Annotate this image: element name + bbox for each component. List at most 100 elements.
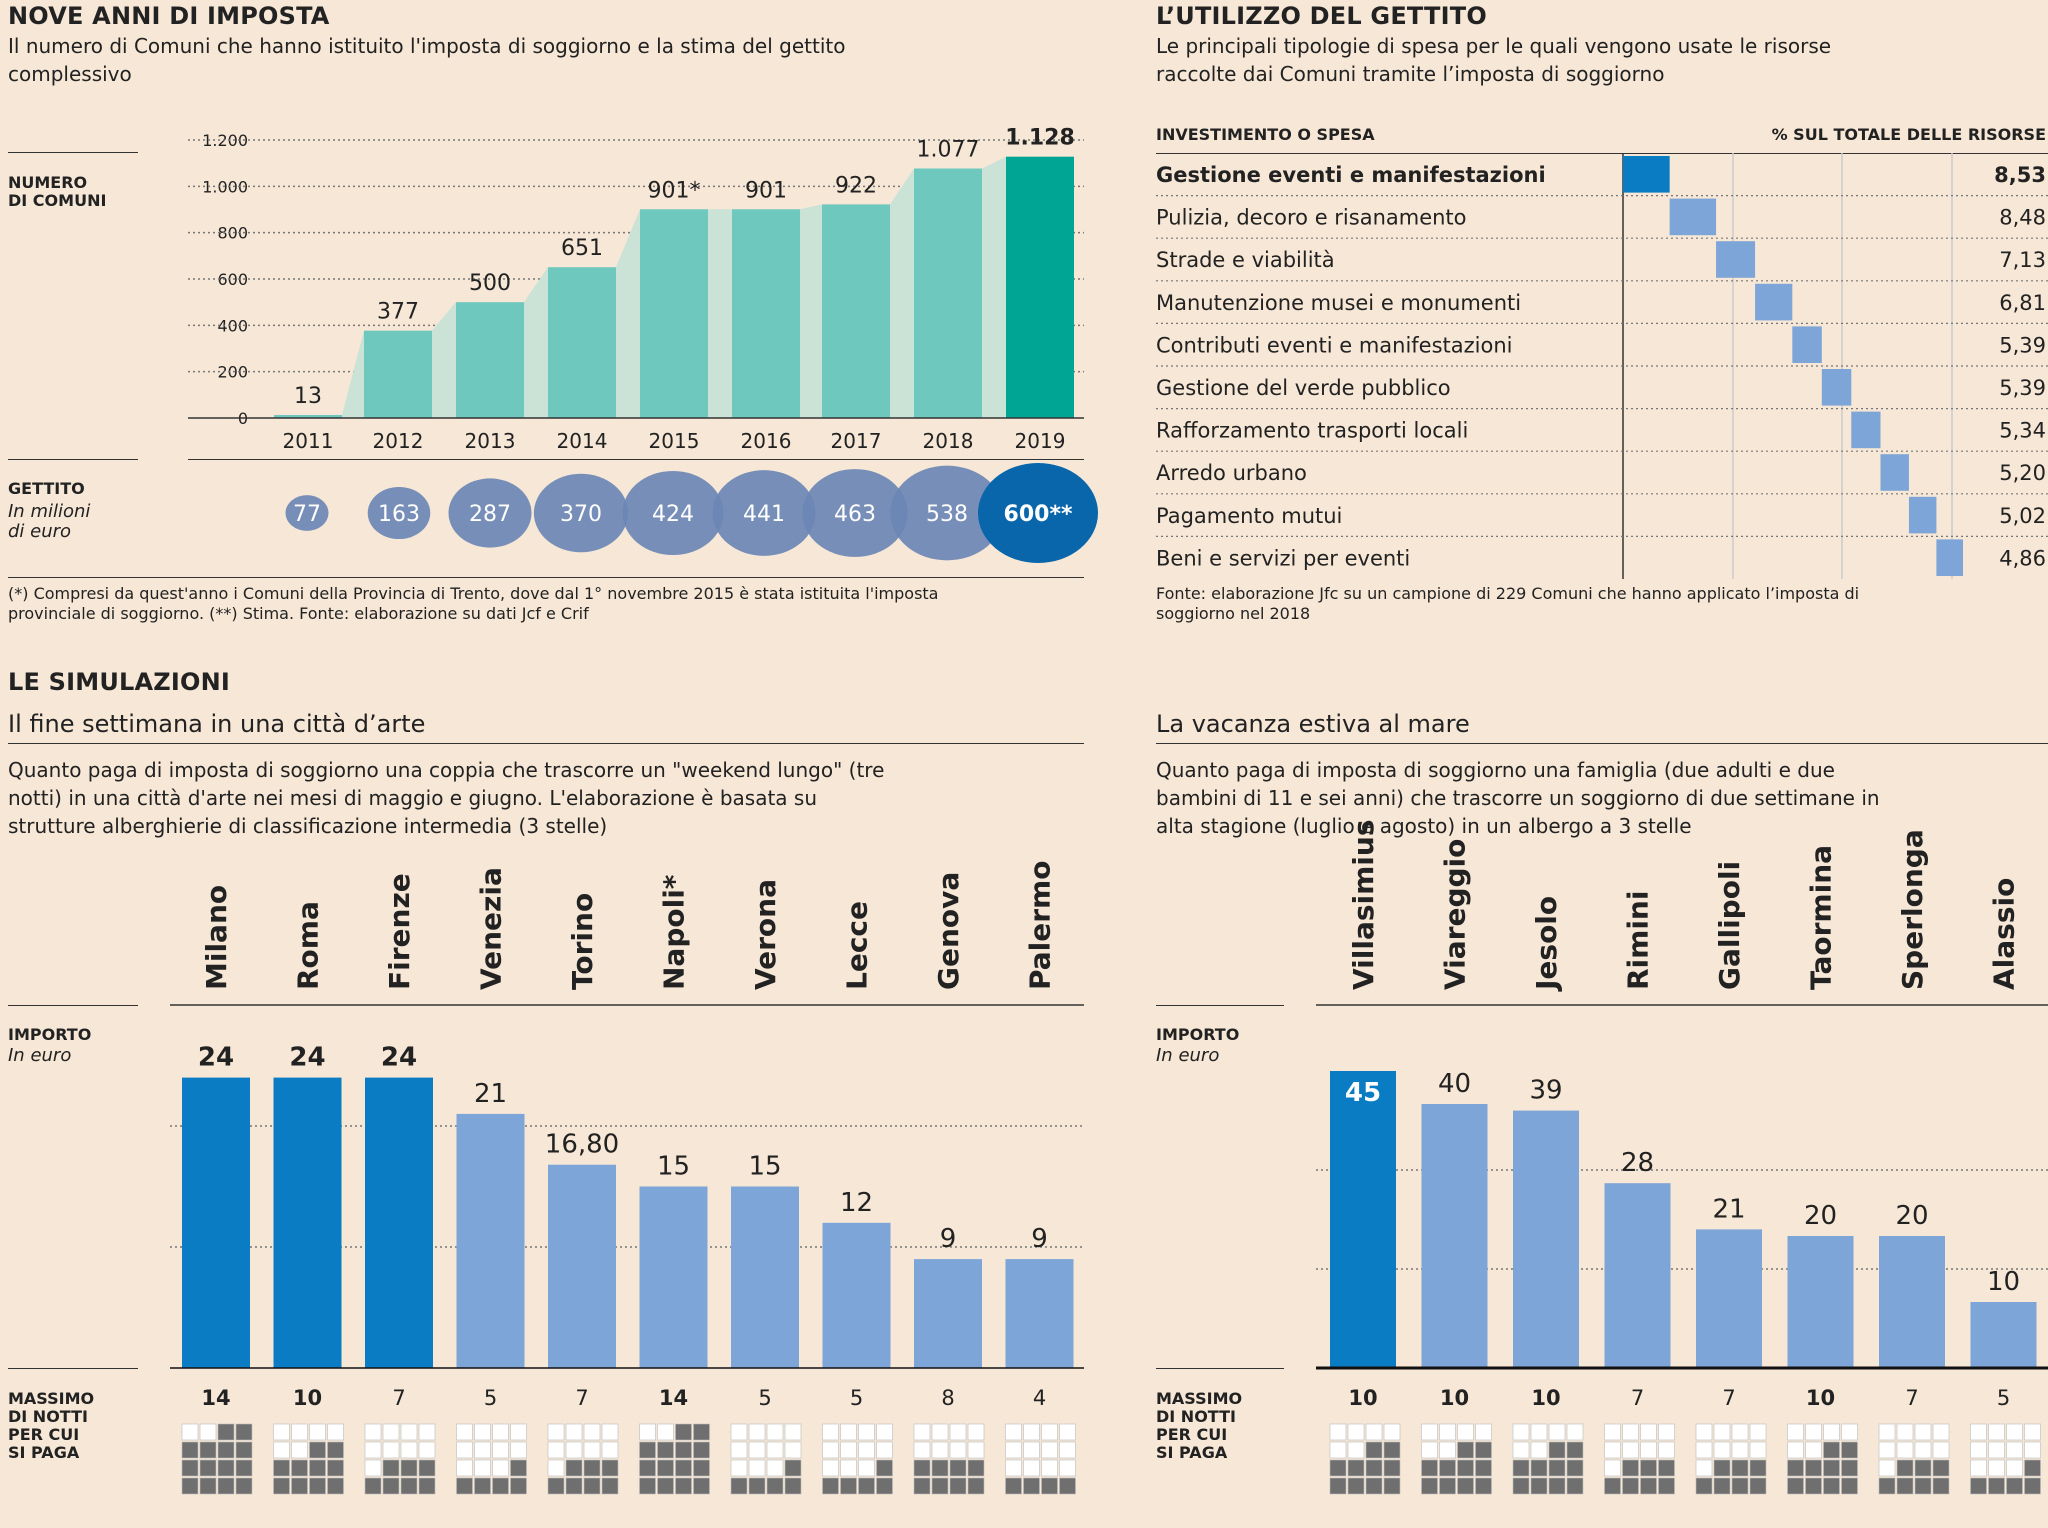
- night-cell: [181, 1441, 199, 1459]
- night-cell: [639, 1423, 656, 1441]
- data-label: 28: [1621, 1148, 1654, 1178]
- city-label: Venezia: [475, 867, 508, 990]
- night-cell: [1713, 1477, 1731, 1495]
- night-cell: [876, 1441, 893, 1459]
- night-cell: [1548, 1459, 1566, 1477]
- gettito-bubble: [448, 478, 532, 548]
- night-cell: [583, 1477, 601, 1495]
- night-cell: [1823, 1459, 1840, 1477]
- max-nights-value: 10: [1440, 1386, 1469, 1410]
- night-cell: [1658, 1459, 1675, 1477]
- night-cell: [1347, 1441, 1365, 1459]
- max-nights-value: 5: [758, 1386, 771, 1410]
- waterfall-bar: [1880, 454, 1909, 491]
- sec1-ylabel: NUMERO DI COMUNI: [8, 173, 107, 210]
- night-cell: [967, 1441, 985, 1459]
- night-cell: [1475, 1441, 1492, 1459]
- bar: [1696, 1229, 1762, 1368]
- night-cell: [967, 1477, 985, 1495]
- city-label: Genova: [932, 872, 965, 990]
- bar: [456, 1113, 525, 1368]
- night-cell: [1787, 1423, 1804, 1441]
- night-cell: [876, 1423, 893, 1441]
- desc-left: Quanto paga di imposta di soggiorno una …: [8, 758, 885, 838]
- night-cell: [858, 1441, 875, 1459]
- city-label: Rimini: [1622, 891, 1655, 990]
- sec2-col2: % SUL TOTALE DELLE RISORSE: [1771, 125, 2046, 144]
- night-cell: [1622, 1423, 1639, 1441]
- bar: [548, 267, 616, 418]
- night-cell: [1439, 1423, 1456, 1441]
- night-cell: [1841, 1459, 1858, 1477]
- gettito-label: 538: [926, 502, 968, 527]
- night-cell: [1713, 1423, 1731, 1441]
- bar-connector: [708, 209, 732, 418]
- night-cell: [784, 1477, 802, 1495]
- city-label: Napoli*: [658, 874, 691, 990]
- night-cell: [1439, 1459, 1456, 1477]
- night-cell: [510, 1423, 527, 1441]
- night-cell: [1805, 1477, 1822, 1495]
- night-cell: [492, 1441, 509, 1459]
- data-label: 1.077: [917, 137, 980, 162]
- night-cell: [327, 1459, 344, 1477]
- night-cell: [967, 1459, 985, 1477]
- night-cell: [1896, 1477, 1914, 1495]
- night-cell: [931, 1423, 949, 1441]
- night-cell: [931, 1459, 949, 1477]
- row-value: 8,53: [1994, 163, 2046, 187]
- ytick-label: 1.000: [202, 177, 248, 196]
- max-nights-value: 10: [293, 1386, 322, 1410]
- night-cell: [1365, 1477, 1383, 1495]
- data-label: 500: [469, 271, 511, 296]
- night-cell: [474, 1459, 491, 1477]
- night-cell: [1914, 1441, 1932, 1459]
- night-cell: [1713, 1459, 1731, 1477]
- night-cell: [1475, 1477, 1492, 1495]
- gettito-bubble: [890, 465, 1004, 561]
- night-cell: [840, 1423, 857, 1441]
- night-cell: [1787, 1477, 1804, 1495]
- night-cell: [730, 1459, 748, 1477]
- night-cell: [1896, 1459, 1914, 1477]
- night-cell: [2006, 1459, 2023, 1477]
- max-nights-value: 10: [1348, 1386, 1377, 1410]
- row-label: Beni e servizi per eventi: [1156, 546, 1410, 570]
- night-cell: [583, 1459, 601, 1477]
- night-cell: [639, 1441, 656, 1459]
- data-label: 9: [1031, 1224, 1048, 1254]
- gettito-label: 77: [293, 502, 321, 527]
- night-cell: [748, 1441, 766, 1459]
- night-cell: [693, 1423, 710, 1441]
- night-cell: [858, 1423, 875, 1441]
- x-tick-label: 2013: [465, 429, 516, 453]
- night-cell: [2024, 1423, 2041, 1441]
- night-cell: [583, 1423, 601, 1441]
- night-cell: [199, 1423, 217, 1441]
- night-cell: [1365, 1423, 1383, 1441]
- max-nights-value: 5: [1997, 1386, 2010, 1410]
- night-cell: [418, 1477, 436, 1495]
- night-cell: [784, 1423, 802, 1441]
- night-cell: [949, 1459, 967, 1477]
- night-cell: [565, 1477, 583, 1495]
- night-cell: [822, 1441, 839, 1459]
- importo-unit-right: In euro: [1156, 1045, 1220, 1066]
- city-label: Gallipoli: [1713, 861, 1746, 990]
- row-label: Contributi eventi e manifestazioni: [1156, 333, 1513, 357]
- night-cell: [1787, 1459, 1804, 1477]
- row-value: 5,20: [1999, 461, 2046, 485]
- importo-unit-left: In euro: [8, 1045, 72, 1066]
- bar: [365, 1077, 433, 1368]
- night-cell: [858, 1459, 875, 1477]
- night-cell: [418, 1441, 436, 1459]
- night-cell: [1749, 1459, 1767, 1477]
- night-cell: [766, 1459, 784, 1477]
- night-cell: [235, 1459, 253, 1477]
- max-nights-value: 10: [1806, 1386, 1835, 1410]
- night-cell: [1640, 1477, 1657, 1495]
- night-cell: [565, 1459, 583, 1477]
